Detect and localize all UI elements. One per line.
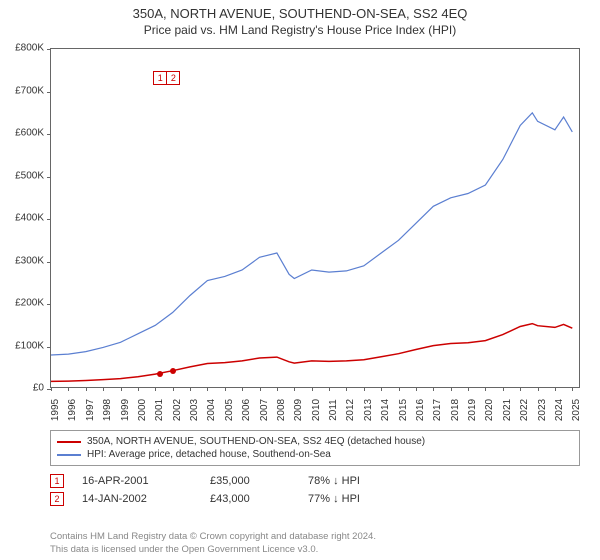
legend-swatch [57,454,81,456]
x-tick-label: 2006 [241,399,252,421]
y-tick-mark [47,177,51,178]
x-tick-label: 2004 [206,399,217,421]
series-hpi [51,113,572,355]
footnote-row: 2 14-JAN-2002 £43,000 77% ↓ HPI [50,490,580,508]
x-tick-label: 1995 [50,399,61,421]
marker-dot-2 [170,368,176,374]
legend-label: 350A, NORTH AVENUE, SOUTHEND-ON-SEA, SS2… [87,436,425,447]
footnote-date: 16-APR-2001 [82,475,192,487]
y-tick-label: £600K [15,128,44,139]
footnote-marker: 1 [50,474,64,488]
y-tick-mark [47,219,51,220]
x-tick-label: 2014 [380,399,391,421]
y-tick-label: £200K [15,298,44,309]
legend-and-footnotes: 350A, NORTH AVENUE, SOUTHEND-ON-SEA, SS2… [50,430,580,508]
x-tick-label: 2018 [450,399,461,421]
legend-swatch [57,441,81,443]
footnote-price: £35,000 [210,475,290,487]
x-tick-label: 2011 [328,399,339,421]
x-axis: 1995 1996 1997 1998 1999 2000 2001 2002 2003 2004… [50,388,580,428]
license-line-2: This data is licensed under the Open Gov… [50,544,376,556]
x-tick-label: 2019 [467,399,478,421]
legend-box: 350A, NORTH AVENUE, SOUTHEND-ON-SEA, SS2… [50,430,580,466]
x-tick-label: 2003 [189,399,200,421]
footnote-delta: 77% ↓ HPI [308,493,360,505]
page-root: 350A, NORTH AVENUE, SOUTHEND-ON-SEA, SS2… [0,0,600,560]
y-tick-label: £400K [15,213,44,224]
y-tick-label: £500K [15,170,44,181]
footnote-date: 14-JAN-2002 [82,493,192,505]
x-tick-label: 1998 [102,399,113,421]
y-axis: £0£100K£200K£300K£400K£500K£600K£700K£80… [0,48,50,388]
license-line-1: Contains HM Land Registry data © Crown c… [50,531,376,543]
y-tick-label: £800K [15,43,44,54]
x-tick-label: 2013 [363,399,374,421]
x-tick-label: 2024 [554,399,565,421]
y-tick-label: £100K [15,340,44,351]
x-tick-label: 2001 [154,399,165,421]
y-tick-label: £700K [15,85,44,96]
x-tick-label: 2025 [571,399,582,421]
license-text: Contains HM Land Registry data © Crown c… [50,531,376,556]
x-tick-label: 2002 [172,399,183,421]
y-tick-mark [47,304,51,305]
chart-subtitle: Price paid vs. HM Land Registry's House … [0,21,600,41]
plot-region: 12 [50,48,580,388]
series-price_paid [51,324,572,382]
x-tick-label: 2021 [502,399,513,421]
x-tick-label: 2005 [224,399,235,421]
marker-dot-1 [157,371,163,377]
marker-box-1: 1 [153,71,167,85]
y-tick-label: £0 [33,383,44,394]
x-tick-label: 2023 [537,399,548,421]
footnote-marker: 2 [50,492,64,506]
footnote-delta: 78% ↓ HPI [308,475,360,487]
x-tick-label: 2017 [432,399,443,421]
y-tick-label: £300K [15,255,44,266]
y-tick-mark [47,347,51,348]
y-tick-mark [47,262,51,263]
x-tick-label: 2016 [415,399,426,421]
x-tick-label: 2022 [519,399,530,421]
x-tick-label: 1996 [67,399,78,421]
footnote-price: £43,000 [210,493,290,505]
y-tick-mark [47,49,51,50]
x-tick-label: 1997 [85,399,96,421]
footnote-row: 1 16-APR-2001 £35,000 78% ↓ HPI [50,472,580,490]
x-tick-label: 2020 [484,399,495,421]
legend-row: HPI: Average price, detached house, Sout… [57,448,573,461]
y-tick-mark [47,92,51,93]
x-tick-label: 2007 [259,399,270,421]
x-tick-label: 2008 [276,399,287,421]
chart-area: 12 [50,48,580,388]
footnote-list: 1 16-APR-2001 £35,000 78% ↓ HPI 2 14-JAN-2002… [50,472,580,508]
chart-title: 350A, NORTH AVENUE, SOUTHEND-ON-SEA, SS2… [0,0,600,21]
marker-box-2: 2 [166,71,180,85]
x-tick-label: 2009 [293,399,304,421]
x-tick-label: 2015 [398,399,409,421]
x-tick-label: 2010 [311,399,322,421]
x-tick-label: 1999 [120,399,131,421]
chart-svg [51,49,581,389]
y-tick-mark [47,134,51,135]
legend-row: 350A, NORTH AVENUE, SOUTHEND-ON-SEA, SS2… [57,435,573,448]
x-tick-label: 2012 [345,399,356,421]
x-tick-label: 2000 [137,399,148,421]
legend-label: HPI: Average price, detached house, Sout… [87,449,331,460]
